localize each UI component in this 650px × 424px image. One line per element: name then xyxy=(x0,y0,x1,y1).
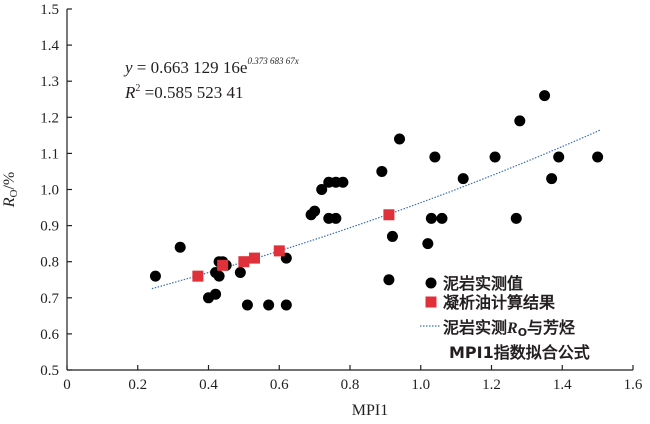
point-measured xyxy=(376,165,388,177)
legend-marker-square xyxy=(425,296,437,308)
point-calculated xyxy=(248,252,260,264)
point-calculated xyxy=(273,245,285,257)
legend-fit-text-b: 与芳烃 xyxy=(527,318,575,337)
point-measured xyxy=(553,151,565,163)
point-calculated xyxy=(217,259,229,271)
point-measured xyxy=(263,299,275,311)
legend-label-measured: 泥岩实测值 xyxy=(443,274,523,293)
point-measured xyxy=(546,173,558,185)
x-tick-label: 0.4 xyxy=(199,377,218,393)
y-tick-label: 0.6 xyxy=(40,327,59,343)
equation-rhs: = 0.663 129 16e xyxy=(133,58,248,77)
point-measured xyxy=(174,241,186,253)
point-calculated xyxy=(383,209,395,221)
point-measured xyxy=(425,212,437,224)
point-measured xyxy=(457,173,469,185)
y-tick-label: 0.8 xyxy=(40,255,59,271)
point-measured xyxy=(213,270,225,282)
point-measured xyxy=(539,90,551,102)
point-measured xyxy=(337,176,349,188)
x-tick-label: 0.6 xyxy=(270,377,289,393)
legend-fit-text-a: 泥岩实测 xyxy=(443,318,507,337)
y-tick-label: 1.1 xyxy=(40,146,59,162)
x-tick-label: 1.2 xyxy=(482,377,501,393)
legend-fit-subscript: O xyxy=(518,326,527,339)
point-measured xyxy=(394,133,406,145)
r-squared-value: =0.585 523 41 xyxy=(140,83,243,102)
point-measured xyxy=(280,299,292,311)
x-tick-label: 0.8 xyxy=(341,377,360,393)
equation-line: y = 0.663 129 16e0.373 683 67x xyxy=(123,56,299,77)
fit-curve xyxy=(151,129,602,290)
point-measured xyxy=(514,115,526,127)
point-calculated xyxy=(238,256,250,268)
y-axis-title-symbol: R xyxy=(1,197,18,208)
fit-curve-line xyxy=(151,129,602,290)
r-squared-superscript: 2 xyxy=(135,83,140,94)
y-tick-label: 1.5 xyxy=(40,2,59,18)
point-measured xyxy=(210,288,222,300)
x-tick-label: 1.6 xyxy=(624,377,643,393)
legend-marker-circle xyxy=(425,277,437,289)
y-tick-label: 0.9 xyxy=(40,219,59,235)
point-measured xyxy=(510,212,522,224)
x-tick-label: 0 xyxy=(63,377,71,393)
y-tick-label: 0.7 xyxy=(40,291,59,307)
y-tick-label: 1.2 xyxy=(40,110,59,126)
r-squared-label: R xyxy=(124,83,136,102)
legend: 泥岩实测值 凝析油计算结果 泥岩实测RO与芳烃 MPI1指数拟合公式 xyxy=(420,274,590,362)
point-measured xyxy=(149,270,161,282)
point-measured xyxy=(592,151,604,163)
y-tick-label: 1.3 xyxy=(40,74,59,90)
y-tick-label: 1.0 xyxy=(40,183,59,199)
y-axis-title: RO/% xyxy=(1,172,20,209)
axes: 0 0.2 0.4 0.6 0.8 1.0 1.2 1.4 1.6 0.50.60.70.80.… xyxy=(40,2,643,393)
data-points xyxy=(149,90,604,311)
point-measured xyxy=(489,151,501,163)
x-ticks: 0 0.2 0.4 0.6 0.8 1.0 1.2 1.4 1.6 xyxy=(63,365,643,393)
point-measured xyxy=(436,212,448,224)
y-ticks: 0.5 0.6 0.7 0.8 0.9 1.0 1.1 1.2 1.3 1.4 1.5 xyxy=(40,2,72,379)
y-axis-title-unit: /% xyxy=(1,172,18,190)
x-tick-label: 0.2 xyxy=(128,377,147,393)
y-tick-label: 1.4 xyxy=(40,38,59,54)
y-tick-label: 0.5 xyxy=(40,363,59,379)
point-measured xyxy=(241,299,253,311)
equation-lhs: y xyxy=(123,58,133,77)
legend-fit-symbol: R xyxy=(506,320,518,337)
legend-label-fit-line2: MPI1指数拟合公式 xyxy=(449,343,590,362)
x-tick-label: 1.4 xyxy=(553,377,572,393)
point-measured xyxy=(383,274,395,286)
point-measured xyxy=(422,238,434,250)
point-measured xyxy=(234,267,246,279)
legend-label-fit-line1: 泥岩实测RO与芳烃 xyxy=(443,318,575,339)
point-measured xyxy=(316,184,328,195)
r-squared-line: R2 =0.585 523 41 xyxy=(124,83,243,102)
point-measured xyxy=(386,230,398,242)
point-calculated xyxy=(192,270,204,282)
legend-label-calculated: 凝析油计算结果 xyxy=(443,293,555,312)
x-tick-label: 1.0 xyxy=(411,377,430,393)
point-measured xyxy=(330,212,342,224)
x-axis-title: MPI1 xyxy=(352,402,388,419)
y-axis-title-subscript: O xyxy=(8,189,20,197)
point-measured xyxy=(309,205,321,217)
point-measured xyxy=(429,151,441,163)
equation-exponent: 0.373 683 67x xyxy=(247,56,298,66)
fit-equation: y = 0.663 129 16e0.373 683 67x R2 =0.585… xyxy=(123,56,299,102)
